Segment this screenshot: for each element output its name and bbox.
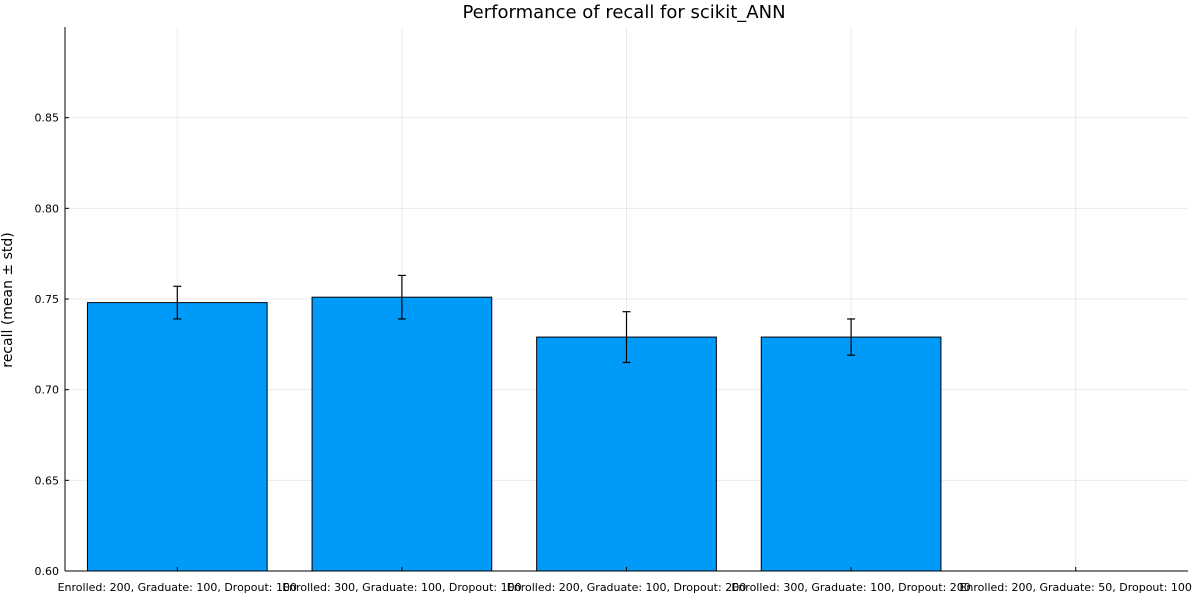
bar: [760, 336, 942, 572]
y-tick-label: 0.80: [35, 202, 60, 215]
axes: [64, 27, 1188, 572]
x-tick-label: Enrolled: 300, Graduate: 100, Dropout: 2…: [731, 581, 970, 594]
bars: [86, 296, 942, 572]
x-tick-label: Enrolled: 200, Graduate: 100, Dropout: 2…: [507, 581, 746, 594]
y-tick-label: 0.65: [35, 474, 60, 487]
bar: [536, 336, 717, 572]
chart-title: Performance of recall for scikit_ANN: [462, 2, 785, 23]
y-tick-label: 0.75: [35, 293, 60, 306]
y-tick-labels: 0.60 0.65 0.70 0.75 0.80 0.85: [35, 112, 60, 578]
y-tick-label: 0.60: [35, 565, 60, 578]
x-tick-label: Enrolled: 200, Graduate: 100, Dropout: 1…: [58, 581, 297, 594]
error-bars: [173, 274, 856, 364]
y-tick-label: 0.85: [35, 112, 60, 125]
x-tick-label: Enrolled: 200, Graduate: 50, Dropout: 10…: [959, 581, 1191, 594]
y-tick-label: 0.70: [35, 384, 60, 397]
y-axis-label: recall (mean ± std): [0, 232, 16, 368]
x-tick-label: Enrolled: 300, Graduate: 100, Dropout: 1…: [282, 581, 521, 594]
bar: [311, 296, 493, 572]
x-tick-labels: Enrolled: 200, Graduate: 100, Dropout: 1…: [58, 581, 1192, 594]
bar: [86, 302, 268, 572]
